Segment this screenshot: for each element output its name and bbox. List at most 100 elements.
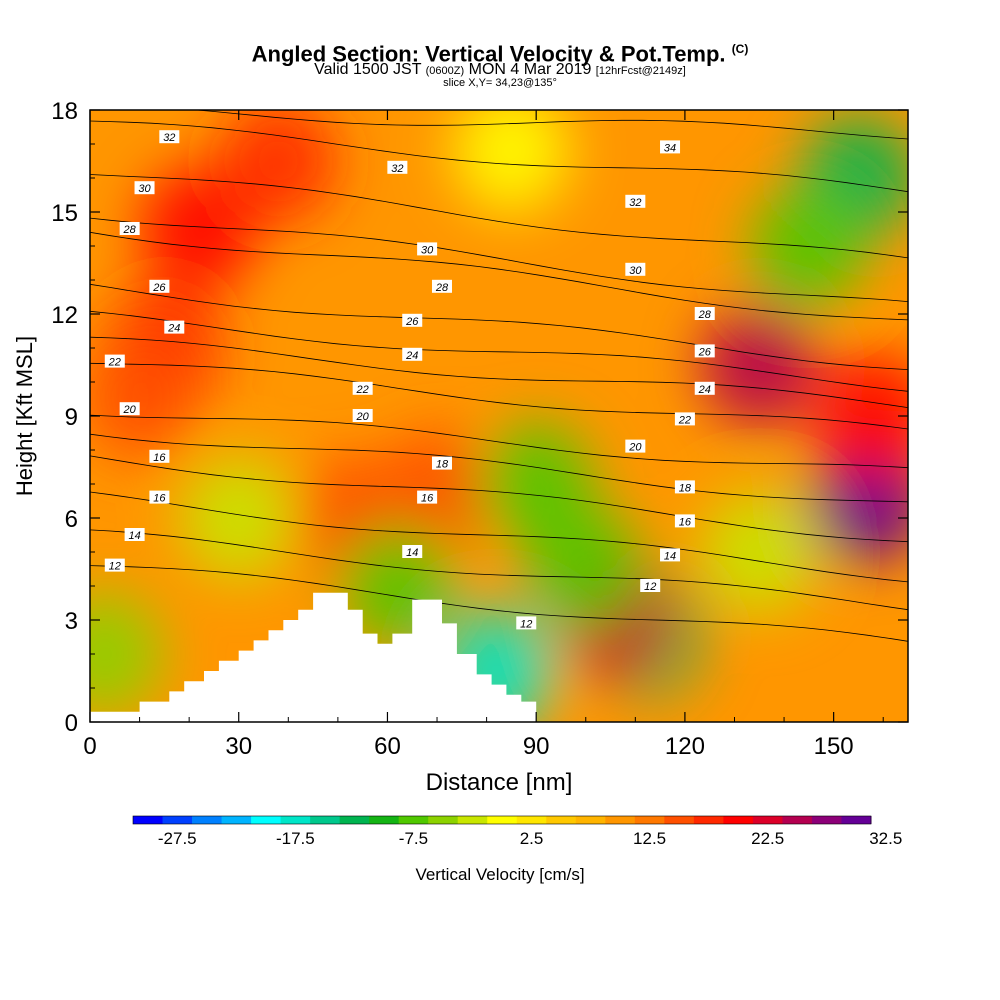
contour-label-text: 32 xyxy=(391,163,403,175)
contour-label-box xyxy=(625,262,646,276)
contour-label-box xyxy=(674,480,695,494)
contour-label-text: 16 xyxy=(421,493,434,505)
colorbar-tick-label: 12.5 xyxy=(633,829,666,848)
contour-labels: 32 30 28 26 24 22 20 16 16 14 12 32 30 28 26 24 22 20 18 16… xyxy=(104,130,715,630)
colorbar-swatch xyxy=(782,816,813,824)
contour-label-box xyxy=(104,558,125,572)
contour-label-box xyxy=(431,279,452,293)
contour-label-text: 30 xyxy=(421,244,434,256)
contour-label-text: 26 xyxy=(698,346,712,358)
axes: 0 30 60 90 120 150 0 3 6 9 12 15 18 xyxy=(51,98,908,760)
contour-label-box xyxy=(149,490,170,504)
chart-title: Angled Section: Vertical Velocity & Pot.… xyxy=(0,37,1000,66)
contour-label-box xyxy=(159,130,180,144)
contour-label: 30 xyxy=(625,262,646,277)
contour-label-box xyxy=(402,313,423,327)
colorbar-swatch xyxy=(664,816,695,824)
contour-label-box xyxy=(119,402,140,416)
theta-contour-line xyxy=(90,565,908,642)
colorbar-swatch xyxy=(457,816,488,824)
colorbar-swatch xyxy=(133,816,164,824)
contour-label: 28 xyxy=(431,279,452,294)
velocity-cell xyxy=(180,456,297,580)
contour-label-box xyxy=(119,222,140,235)
contour-label-box xyxy=(387,160,408,174)
velocity-cell xyxy=(90,592,163,716)
colorbar-swatch xyxy=(310,816,341,824)
contour-label-text: 26 xyxy=(405,316,419,328)
contour-label: 30 xyxy=(134,181,155,195)
contour-label: 14 xyxy=(124,528,145,542)
contour-label-text: 32 xyxy=(163,132,175,144)
contour-label-text: 22 xyxy=(356,384,369,396)
contour-label-text: 18 xyxy=(436,459,449,471)
contour-label: 30 xyxy=(417,242,438,256)
contour-label-text: 20 xyxy=(356,411,370,423)
velocity-cell xyxy=(141,167,258,291)
colorbar-swatch xyxy=(693,816,724,824)
x-tick-label: 120 xyxy=(665,733,705,760)
colorbar-swatch xyxy=(811,816,842,824)
contour-label: 16 xyxy=(674,514,695,528)
contour-label-box xyxy=(149,449,170,463)
contour-label: 20 xyxy=(625,439,646,454)
contour-label-box xyxy=(164,320,185,334)
contour-label-text: 16 xyxy=(153,493,166,505)
contour-label-text: 28 xyxy=(435,282,449,294)
subtitle-valid: Valid 1500 JST xyxy=(314,61,422,78)
contour-label: 16 xyxy=(149,449,170,464)
contour-label-text: 14 xyxy=(664,550,676,562)
contour-label: 28 xyxy=(119,222,140,236)
theta-contour-line xyxy=(90,120,908,193)
velocity-cell xyxy=(701,490,818,614)
contour-label-text: 20 xyxy=(123,404,137,416)
contour-label: 22 xyxy=(352,381,373,396)
contour-label-box xyxy=(640,579,661,592)
x-tick-label: 30 xyxy=(225,733,252,760)
colorbar-swatch xyxy=(428,816,459,824)
contour-label: 18 xyxy=(674,480,695,494)
colorbar-swatch xyxy=(516,816,547,824)
colorbar-swatch xyxy=(723,816,754,824)
contour-label-text: 24 xyxy=(698,384,711,396)
chart-title-text: Angled Section: Vertical Velocity & Pot.… xyxy=(251,41,726,67)
contour-label: 26 xyxy=(149,279,170,294)
contour-label: 12 xyxy=(104,558,125,573)
contour-label: 32 xyxy=(159,130,180,144)
theta-contour-line xyxy=(90,231,908,321)
contour-label-box xyxy=(694,307,715,320)
colorbar-swatch xyxy=(221,816,252,824)
contour-label-box xyxy=(674,412,695,426)
subtitle-date: MON 4 Mar 2019 xyxy=(468,61,592,78)
y-tick-label: 6 xyxy=(65,506,78,533)
contour-label-text: 34 xyxy=(664,142,676,154)
colorbar-tick-label: 22.5 xyxy=(751,829,784,848)
colorbar-tick-label: -27.5 xyxy=(158,829,197,848)
y-tick-label: 9 xyxy=(65,404,78,431)
theta-contour-line xyxy=(90,283,908,370)
velocity-cell xyxy=(815,354,908,478)
colorbar-tick-label: 2.5 xyxy=(520,829,544,848)
contour-label: 16 xyxy=(149,490,170,505)
contour-label-text: 18 xyxy=(679,482,692,494)
theta-contour-line xyxy=(90,491,908,583)
contour-label-text: 24 xyxy=(167,323,180,335)
colorbar-swatch xyxy=(634,816,665,824)
contour-label: 26 xyxy=(402,313,423,328)
contour-label-text: 16 xyxy=(153,452,166,464)
theta-contours xyxy=(90,110,908,642)
contour-label-text: 12 xyxy=(644,581,656,593)
terrain xyxy=(90,592,537,722)
contour-label-text: 24 xyxy=(405,350,418,362)
contour-label: 18 xyxy=(431,456,452,471)
colorbar-swatch xyxy=(192,816,223,824)
velocity-cell xyxy=(527,507,644,631)
colorbar-swatch xyxy=(251,816,282,824)
contour-label: 22 xyxy=(104,354,125,369)
theta-contour-line xyxy=(90,217,908,302)
contour-label-box xyxy=(431,456,452,470)
chart-title-mark: (C) xyxy=(731,42,749,56)
contour-label-text: 12 xyxy=(109,561,121,573)
y-tick-label: 3 xyxy=(65,608,78,635)
colorbar-swatch xyxy=(162,816,193,824)
